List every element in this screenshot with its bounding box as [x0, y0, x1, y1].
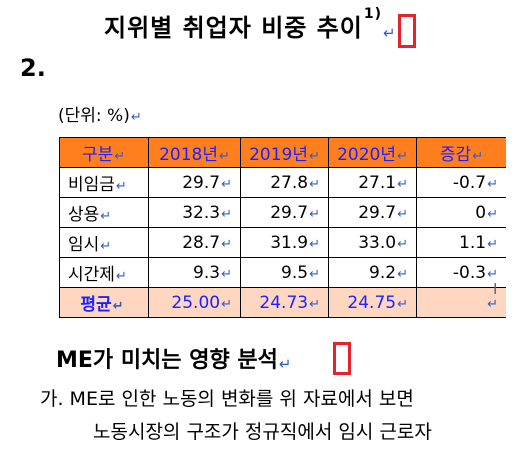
paragraph-line-2: 노동시장의 구조가 정규직에서 임시 근로자 — [93, 421, 432, 443]
value-2018: 9.3↵ — [148, 257, 241, 288]
average-label: 평균↵ — [59, 287, 149, 318]
heading-mark-highlight-box — [333, 342, 351, 375]
average-change: ↵ — [416, 287, 506, 318]
document-title: 지위별 취업자 비중 추이1)↵ — [104, 6, 397, 43]
table-row: 상용↵ 32.3↵ 29.7↵ 29.7↵ 0↵ — [59, 197, 506, 228]
title-text: 지위별 취업자 비중 추이 — [104, 14, 363, 42]
unit-label: (단위: %)↵ — [58, 106, 142, 126]
row-label: 상용↵ — [59, 197, 149, 228]
section-heading: ME가 미치는 영향 분석↵ — [56, 348, 292, 373]
table-row: 비임금↵ 29.7↵ 27.8↵ 27.1↵ -0.7↵ — [59, 167, 506, 198]
employment-share-table-wrap: 구분↵ 2018년↵ 2019년↵ 2020년↵ 증감↵ 비임금↵ 29.7↵ … — [59, 137, 506, 322]
value-2018: 28.7↵ — [148, 227, 241, 258]
table-header-row: 구분↵ 2018년↵ 2019년↵ 2020년↵ 증감↵ — [59, 137, 506, 168]
row-label: 임시↵ — [59, 227, 149, 258]
value-2019: 31.9↵ — [240, 227, 329, 258]
value-2019: 27.8↵ — [240, 167, 329, 198]
paragraph-mark-icon: ↵ — [278, 355, 292, 373]
header-2018: 2018년↵ — [148, 137, 241, 168]
value-change: 0↵ — [416, 197, 506, 228]
section-number: 2. — [20, 54, 46, 82]
row-label: 비임금↵ — [59, 167, 149, 198]
average-2020: 24.75↵ — [328, 287, 417, 318]
value-change: -0.7↵ — [416, 167, 506, 198]
value-2020: 9.2↵ — [328, 257, 417, 288]
paragraph-mark-icon: ↵ — [383, 24, 397, 42]
value-2020: 33.0↵ — [328, 227, 417, 258]
header-category: 구분↵ — [59, 137, 149, 168]
value-2020: 27.1↵ — [328, 167, 417, 198]
value-2018: 32.3↵ — [148, 197, 241, 228]
value-2019: 29.7↵ — [240, 197, 329, 228]
header-change: 증감↵ — [416, 137, 506, 168]
header-2019: 2019년↵ — [240, 137, 329, 168]
paragraph-line-1: 가. ME로 인한 노동의 변화를 위 자료에서 보면 — [40, 388, 414, 410]
value-change: -0.3↵ — [416, 257, 506, 288]
row-label: 시간제↵ — [59, 257, 149, 288]
title-mark-highlight-box — [398, 14, 416, 48]
text-cursor-icon: I — [493, 280, 498, 298]
header-2020: 2020년↵ — [328, 137, 417, 168]
table-row: 시간제↵ 9.3↵ 9.5↵ 9.2↵ -0.3↵ — [59, 257, 506, 288]
average-2019: 24.73↵ — [240, 287, 329, 318]
value-2020: 29.7↵ — [328, 197, 417, 228]
employment-share-table: 구분↵ 2018년↵ 2019년↵ 2020년↵ 증감↵ 비임금↵ 29.7↵ … — [59, 137, 506, 318]
average-2018: 25.00↵ — [148, 287, 241, 318]
title-footnote: 1) — [363, 6, 383, 22]
average-row: 평균↵ 25.00↵ 24.73↵ 24.75↵ ↵ — [59, 287, 506, 318]
value-2018: 29.7↵ — [148, 167, 241, 198]
table-row: 임시↵ 28.7↵ 31.9↵ 33.0↵ 1.1↵ — [59, 227, 506, 258]
value-2019: 9.5↵ — [240, 257, 329, 288]
value-change: 1.1↵ — [416, 227, 506, 258]
paragraph-mark-icon: ↵ — [130, 110, 142, 125]
